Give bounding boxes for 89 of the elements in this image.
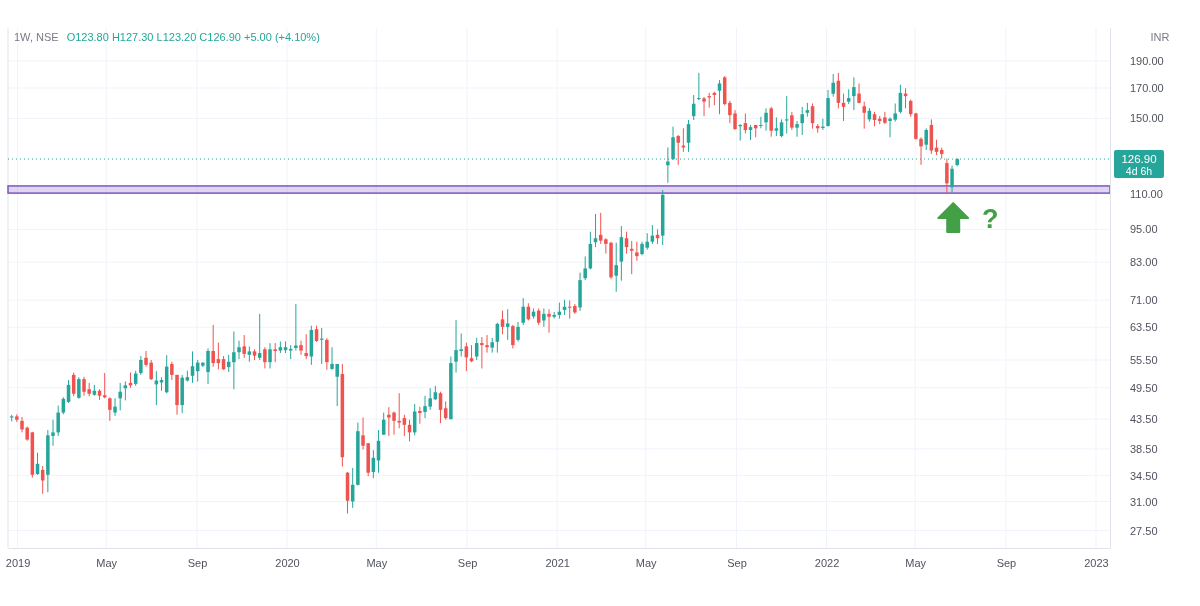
y-tick-label: 43.50 — [1130, 413, 1158, 426]
y-tick-label: 34.50 — [1130, 469, 1158, 482]
candlestick — [759, 116, 763, 129]
y-tick-label: 63.50 — [1130, 321, 1158, 334]
candlestick — [697, 72, 701, 101]
candlestick — [139, 355, 143, 376]
candlestick — [852, 76, 856, 111]
x-tick-label: 2022 — [814, 556, 840, 569]
candlestick — [113, 397, 117, 417]
candlestick — [831, 73, 835, 98]
candlestick — [211, 324, 215, 368]
candlestick — [521, 297, 525, 326]
candlestick — [299, 340, 303, 356]
candlestick — [542, 307, 546, 328]
candlestick — [273, 342, 277, 363]
candlestick — [263, 346, 267, 369]
candlestick — [795, 120, 799, 138]
candlestick — [237, 340, 241, 360]
candlestick — [769, 106, 773, 138]
candlestick — [480, 336, 484, 369]
candlestick — [15, 413, 19, 423]
candlestick — [800, 106, 804, 136]
x-tick-label: 2021 — [545, 556, 570, 569]
candlestick — [418, 406, 422, 425]
candlestick — [77, 376, 81, 400]
x-tick-label: Sep — [727, 556, 747, 569]
candlestick — [950, 165, 954, 194]
y-tick-label: 150.00 — [1130, 112, 1164, 125]
candlestick — [511, 324, 515, 349]
chart-title: 1W, NSE — [14, 31, 59, 43]
text: 4d 6h — [1125, 165, 1153, 178]
candlestick — [784, 95, 789, 134]
candlestick — [676, 134, 680, 166]
candlestick — [883, 111, 887, 125]
candlestick — [268, 342, 272, 369]
candlestick — [516, 321, 520, 342]
candlestick — [242, 334, 246, 359]
candlestick — [500, 310, 505, 335]
ref-line-label: 126.90 — [1121, 153, 1157, 166]
x-tick-label: 2023 — [1084, 556, 1109, 569]
candlestick — [583, 255, 587, 281]
candlestick — [924, 127, 928, 151]
y-tick-label: 110.00 — [1130, 187, 1163, 200]
x-tick-label: May — [905, 556, 927, 569]
candlestick — [919, 136, 923, 166]
y-tick-label: 190.00 — [1130, 54, 1164, 67]
candlestick — [862, 101, 866, 130]
candlestick — [325, 337, 329, 371]
y-tick-label: 170.00 — [1130, 82, 1164, 94]
candlestick — [764, 107, 768, 132]
candlestick — [304, 333, 308, 360]
candlestick — [702, 96, 706, 117]
x-tick-label: Sep — [187, 556, 208, 569]
y-tick-label: 27.50 — [1130, 524, 1158, 537]
annotation: ? — [981, 204, 999, 235]
candlestick — [118, 382, 122, 411]
x-tick-label: Sep — [457, 556, 478, 569]
candlestick — [123, 380, 128, 401]
candlestick — [666, 146, 670, 184]
x-tick-label: 2019 — [5, 556, 31, 569]
x-tick-label: 2020 — [275, 556, 300, 569]
candlestick — [614, 242, 618, 293]
y-axis-title: INR — [1150, 31, 1170, 43]
candlestick — [485, 334, 489, 354]
candlestick — [56, 405, 60, 437]
y-tick-label: 31.00 — [1130, 495, 1158, 508]
y-tick-label: 55.50 — [1130, 354, 1158, 366]
candlestick — [170, 361, 174, 381]
candlestick — [717, 79, 722, 115]
candlestick — [635, 241, 639, 262]
candlestick — [547, 308, 551, 334]
candlestick — [790, 111, 794, 131]
candlestick — [945, 158, 949, 195]
x-tick-label: May — [366, 556, 388, 569]
y-tick-label: 83.00 — [1130, 256, 1158, 269]
y-tick-label: 49.50 — [1130, 381, 1158, 394]
y-tick-label: 95.00 — [1130, 223, 1158, 236]
candlestick — [232, 331, 236, 390]
candlestick — [505, 308, 510, 341]
candlestick — [108, 396, 112, 422]
chart-subtitle: O123.80 H127.30 L123.20 C126.90 +5.00 (+4.10%) — [66, 31, 320, 43]
candlestick — [397, 392, 401, 429]
x-tick-label: May — [96, 556, 118, 569]
x-tick-label: Sep — [996, 556, 1017, 569]
candlestick — [598, 212, 603, 245]
x-tick-label: May — [635, 556, 658, 569]
candlestick — [774, 116, 779, 137]
y-tick-label: 38.50 — [1130, 442, 1158, 455]
y-tick-label: 71.00 — [1130, 294, 1158, 307]
